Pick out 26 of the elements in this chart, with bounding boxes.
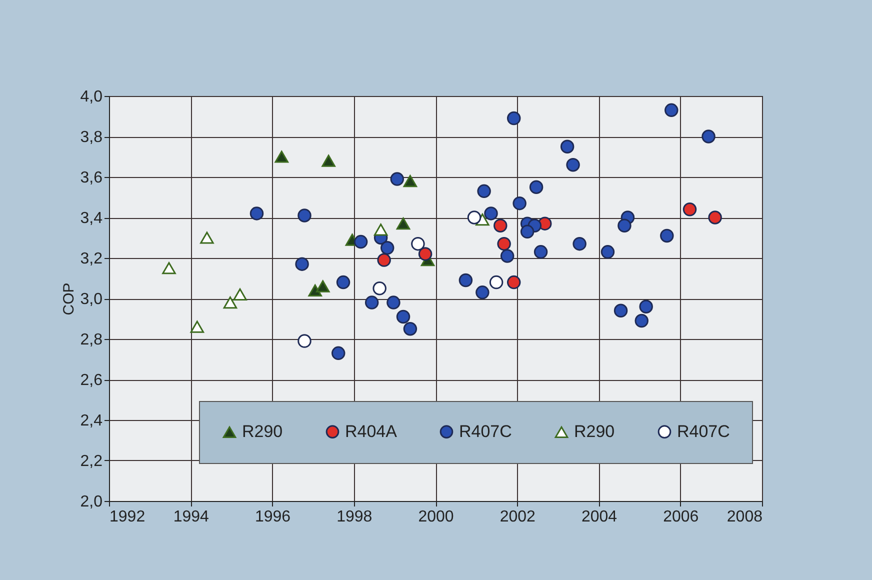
x-tick-label: 1992	[110, 508, 146, 526]
y-tick-label: 3,2	[80, 250, 103, 268]
x-tick-label: 1994	[173, 508, 210, 526]
y-tick-label: 3,0	[80, 291, 103, 308]
legend-label: R290	[242, 422, 283, 442]
x-tick-label: 2008	[726, 508, 763, 526]
x-tick-label: 2004	[581, 508, 618, 526]
y-tick-label: 3,8	[80, 129, 103, 146]
y-tick-label: 2,6	[80, 372, 103, 389]
y-axis-title: COP	[60, 282, 78, 316]
x-tick-label: 2002	[500, 508, 536, 526]
x-tick-label: 2000	[418, 508, 454, 526]
y-tick-label: 2,4	[80, 412, 103, 430]
y-tick-label: 2,0	[80, 494, 103, 510]
y-tick-label: 3,6	[80, 170, 103, 186]
x-tick-label: 1998	[336, 508, 372, 526]
legend-label: R407C	[677, 422, 730, 441]
y-tick-label: 2,2	[80, 453, 103, 470]
y-tick-label: 4,0	[80, 88, 103, 106]
legend-label: R404A	[345, 422, 398, 441]
y-tick-label: 2,8	[80, 332, 103, 348]
legend-label: R290	[574, 422, 615, 442]
y-tick-label: 3,4	[80, 210, 103, 227]
x-tick-label: 2006	[663, 508, 699, 526]
x-tick-label: 1996	[254, 508, 291, 526]
legend-label: R407C	[459, 422, 512, 441]
